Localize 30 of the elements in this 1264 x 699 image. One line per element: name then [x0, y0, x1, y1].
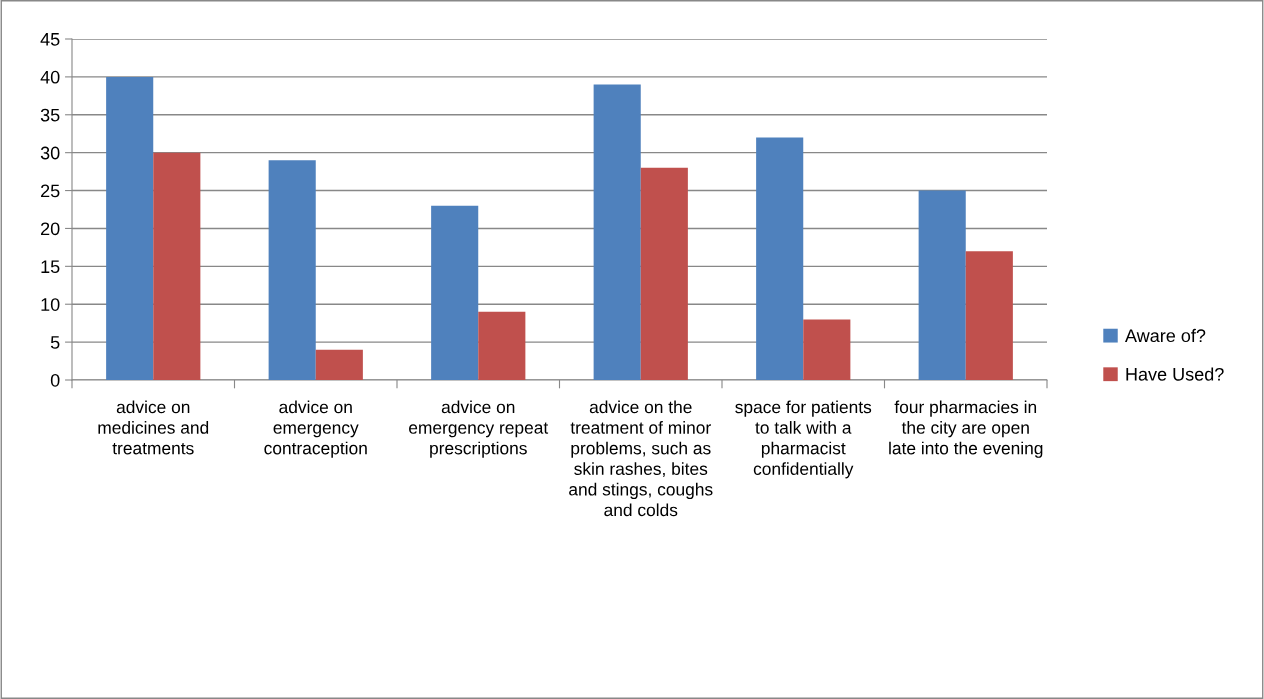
- y-tick-label: 40: [40, 70, 60, 84]
- x-tick-label: advice on the treatment of minor problems, such as skin rashes, bites and stings, coughs and colds: [569, 400, 713, 517]
- bar: [431, 205, 479, 380]
- x-tick-label: advice on medicines and treatments: [98, 400, 209, 455]
- bar: [803, 319, 851, 380]
- y-tick-label: 15: [41, 260, 60, 274]
- bar: [593, 84, 641, 380]
- bar: [918, 190, 966, 380]
- y-tick-label: 25: [41, 184, 60, 198]
- bar: [153, 152, 201, 380]
- y-tick-label: 30: [40, 146, 60, 160]
- bar: [640, 167, 688, 380]
- x-tick-label: space for patients to talk with a pharmacist confidentially: [735, 400, 872, 479]
- bar: [268, 160, 316, 380]
- bar: [478, 311, 526, 380]
- y-tick-label: 20: [41, 222, 60, 236]
- bar: [106, 76, 154, 380]
- bar: [756, 137, 804, 380]
- bar: [965, 251, 1013, 380]
- y-tick-label: 5: [50, 336, 60, 349]
- legend-label: Have Used?: [1126, 367, 1224, 381]
- x-tick-label: advice on emergency repeat prescriptions: [409, 400, 549, 458]
- x-tick-label: four pharmacies in the city are open late into the evening: [889, 400, 1043, 458]
- legend-label: Aware of?: [1124, 328, 1206, 343]
- y-tick-label: 45: [40, 33, 60, 46]
- y-tick-label: 10: [41, 298, 60, 311]
- y-tick-label: 0: [50, 373, 60, 387]
- bar: [315, 349, 363, 380]
- x-tick-label: advice on emergency contraception: [264, 400, 367, 458]
- y-tick-label: 35: [40, 108, 60, 122]
